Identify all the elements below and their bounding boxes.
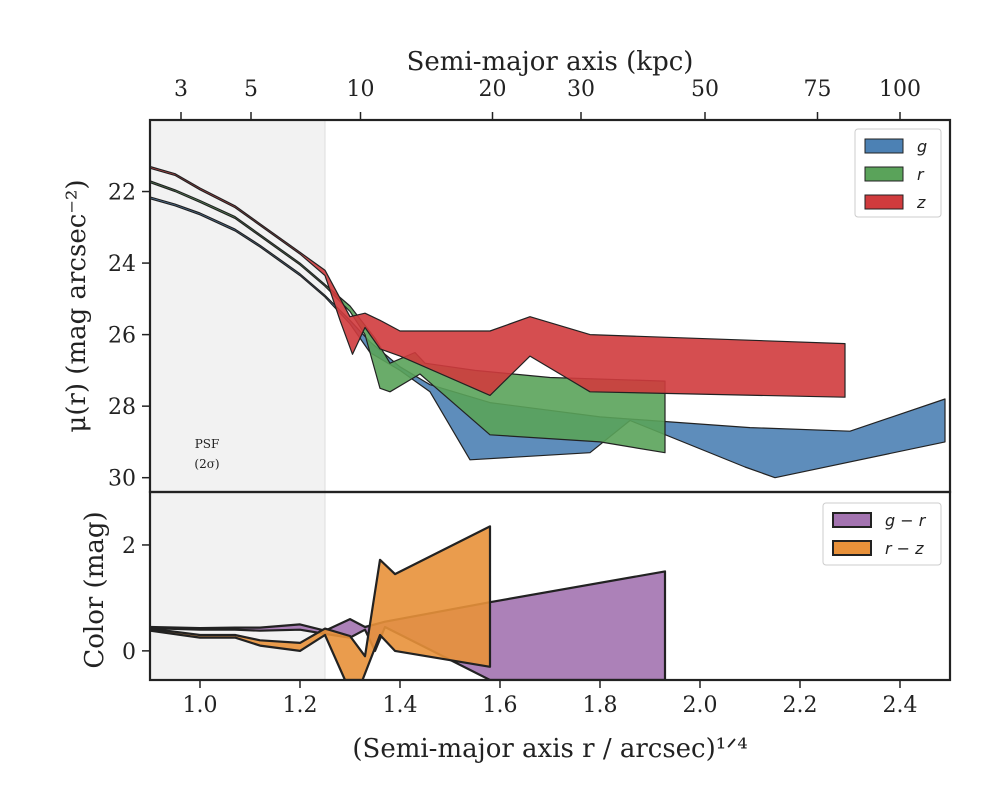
top-axis-title: Semi-major axis (kpc) — [407, 47, 694, 77]
mu-legend-label: g — [917, 137, 927, 156]
mu-legend-swatch — [864, 166, 904, 182]
kpc-tick-label: 10 — [347, 77, 375, 102]
xtick-label: 1.4 — [383, 693, 418, 718]
color-legend-swatch — [832, 540, 872, 556]
color-legend-label: g − r — [885, 511, 927, 530]
mu-legend-swatch — [864, 138, 904, 154]
bottom-axes-frame — [148, 490, 952, 682]
color-ytick-label: 0 — [122, 640, 136, 665]
kpc-tick-label: 75 — [804, 77, 832, 102]
mu-legend-label: r — [917, 165, 925, 184]
kpc-tick-label: 50 — [691, 77, 719, 102]
color-legend-swatch — [832, 512, 872, 528]
xtick-label: 1.8 — [583, 693, 618, 718]
color-y-axis-title: Color (mag) — [80, 511, 110, 668]
mu-legend-swatch — [864, 194, 904, 210]
xtick-label: 2.2 — [783, 693, 818, 718]
psf-label-line1: PSF — [195, 437, 220, 451]
mu-series-2 — [150, 165, 846, 398]
xtick-label: 2.0 — [683, 693, 718, 718]
color-legend-label: r − z — [885, 539, 924, 558]
kpc-tick-label: 3 — [174, 77, 188, 102]
kpc-tick-label: 20 — [479, 77, 507, 102]
xtick-label: 1.0 — [183, 693, 218, 718]
mu-ytick-label: 24 — [108, 252, 136, 277]
mu-ytick-label: 26 — [108, 324, 136, 349]
x-axis-title: (Semi-major axis r / arcsec)¹ᐟ⁴ — [352, 734, 747, 764]
psf-label-line2: (2σ) — [194, 457, 219, 471]
kpc-tick-label: 5 — [244, 77, 258, 102]
kpc-tick-label: 100 — [879, 77, 921, 102]
mu-series-1 — [150, 180, 666, 454]
color-series-1 — [150, 525, 492, 680]
mu-ytick-label: 28 — [108, 395, 136, 420]
mu-ytick-label: 30 — [108, 467, 136, 492]
psf-region — [150, 120, 325, 680]
xtick-label: 2.4 — [883, 693, 918, 718]
mu-ytick-label: 22 — [108, 181, 136, 206]
kpc-tick-label: 30 — [567, 77, 595, 102]
xtick-label: 1.6 — [483, 693, 518, 718]
color-ytick-label: 2 — [122, 534, 136, 559]
xtick-label: 1.2 — [283, 693, 318, 718]
mu-y-axis-title: μ(r) (mag arcsec⁻²) — [62, 179, 92, 432]
mu-legend-label: z — [916, 193, 926, 212]
